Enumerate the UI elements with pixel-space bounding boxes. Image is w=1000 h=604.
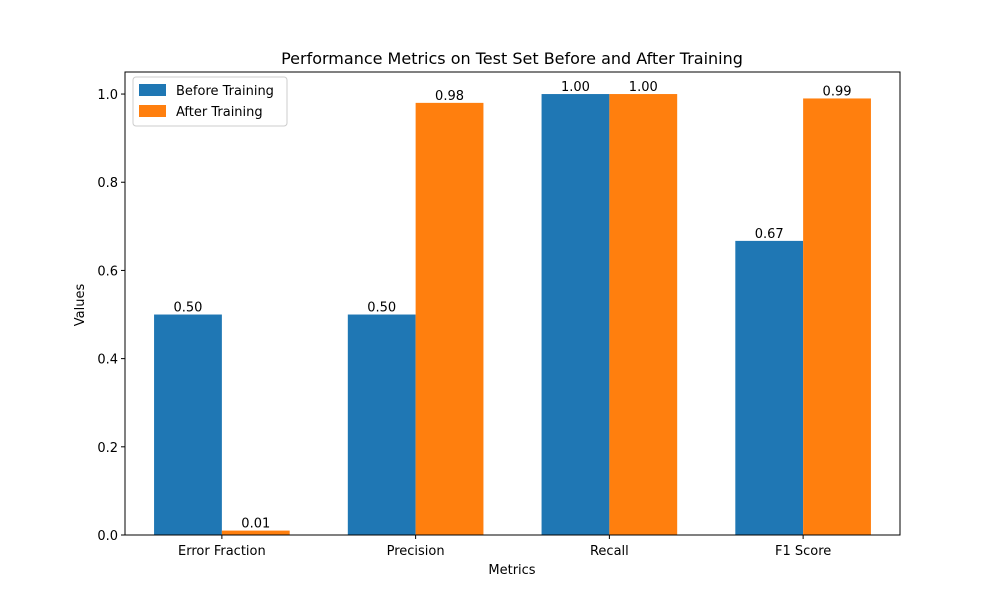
bars-group — [154, 94, 871, 536]
y-tick-label: 0.6 — [97, 264, 118, 279]
x-tick-label: F1 Score — [775, 544, 831, 559]
y-tick-label: 0.2 — [97, 441, 118, 456]
value-label-before-0: 0.50 — [173, 301, 202, 316]
legend: Before Training After Training — [132, 76, 288, 127]
value-label-before-3: 0.67 — [755, 227, 784, 242]
value-label-after-1: 0.98 — [435, 89, 464, 104]
legend-box — [132, 76, 288, 127]
legend-label-before: Before Training — [176, 84, 274, 99]
y-tick-label: 0.0 — [97, 529, 118, 544]
value-label-after-3: 0.99 — [823, 84, 852, 99]
value-label-before-1: 0.50 — [367, 301, 396, 316]
y-axis: 0.0 0.2 0.4 0.6 0.8 1.0 — [97, 88, 125, 544]
value-label-after-0: 0.01 — [241, 517, 270, 532]
x-tick-label: Recall — [590, 544, 629, 559]
bar-after-0 — [221, 530, 290, 535]
bar-after-2 — [609, 94, 678, 536]
bar-before-1 — [347, 314, 416, 535]
y-tick-label: 0.4 — [97, 353, 118, 368]
chart-title: Performance Metrics on Test Set Before a… — [281, 49, 743, 68]
value-label-after-2: 1.00 — [629, 80, 658, 95]
bar-after-3 — [803, 98, 871, 535]
x-tick-label: Error Fraction — [178, 544, 266, 559]
plot-frame — [124, 71, 901, 536]
value-label-before-2: 1.00 — [561, 80, 590, 95]
value-labels-group: 0.50 0.50 1.00 0.67 0.01 0.98 1.00 0.99 — [173, 80, 851, 532]
legend-swatch-after — [139, 105, 166, 117]
y-tick-label: 1.0 — [97, 88, 118, 103]
x-tick-label: Precision — [387, 544, 445, 559]
legend-label-after: After Training — [176, 105, 263, 120]
bar-after-1 — [415, 102, 484, 535]
bar-before-3 — [735, 240, 804, 535]
y-tick-label: 0.8 — [97, 176, 118, 191]
x-axis: Error Fraction Precision Recall F1 Score — [178, 535, 831, 559]
x-axis-label: Metrics — [488, 563, 535, 578]
bar-before-0 — [154, 314, 222, 535]
legend-swatch-before — [139, 84, 166, 96]
y-axis-label: Values — [73, 284, 88, 327]
bar-before-2 — [541, 94, 610, 536]
